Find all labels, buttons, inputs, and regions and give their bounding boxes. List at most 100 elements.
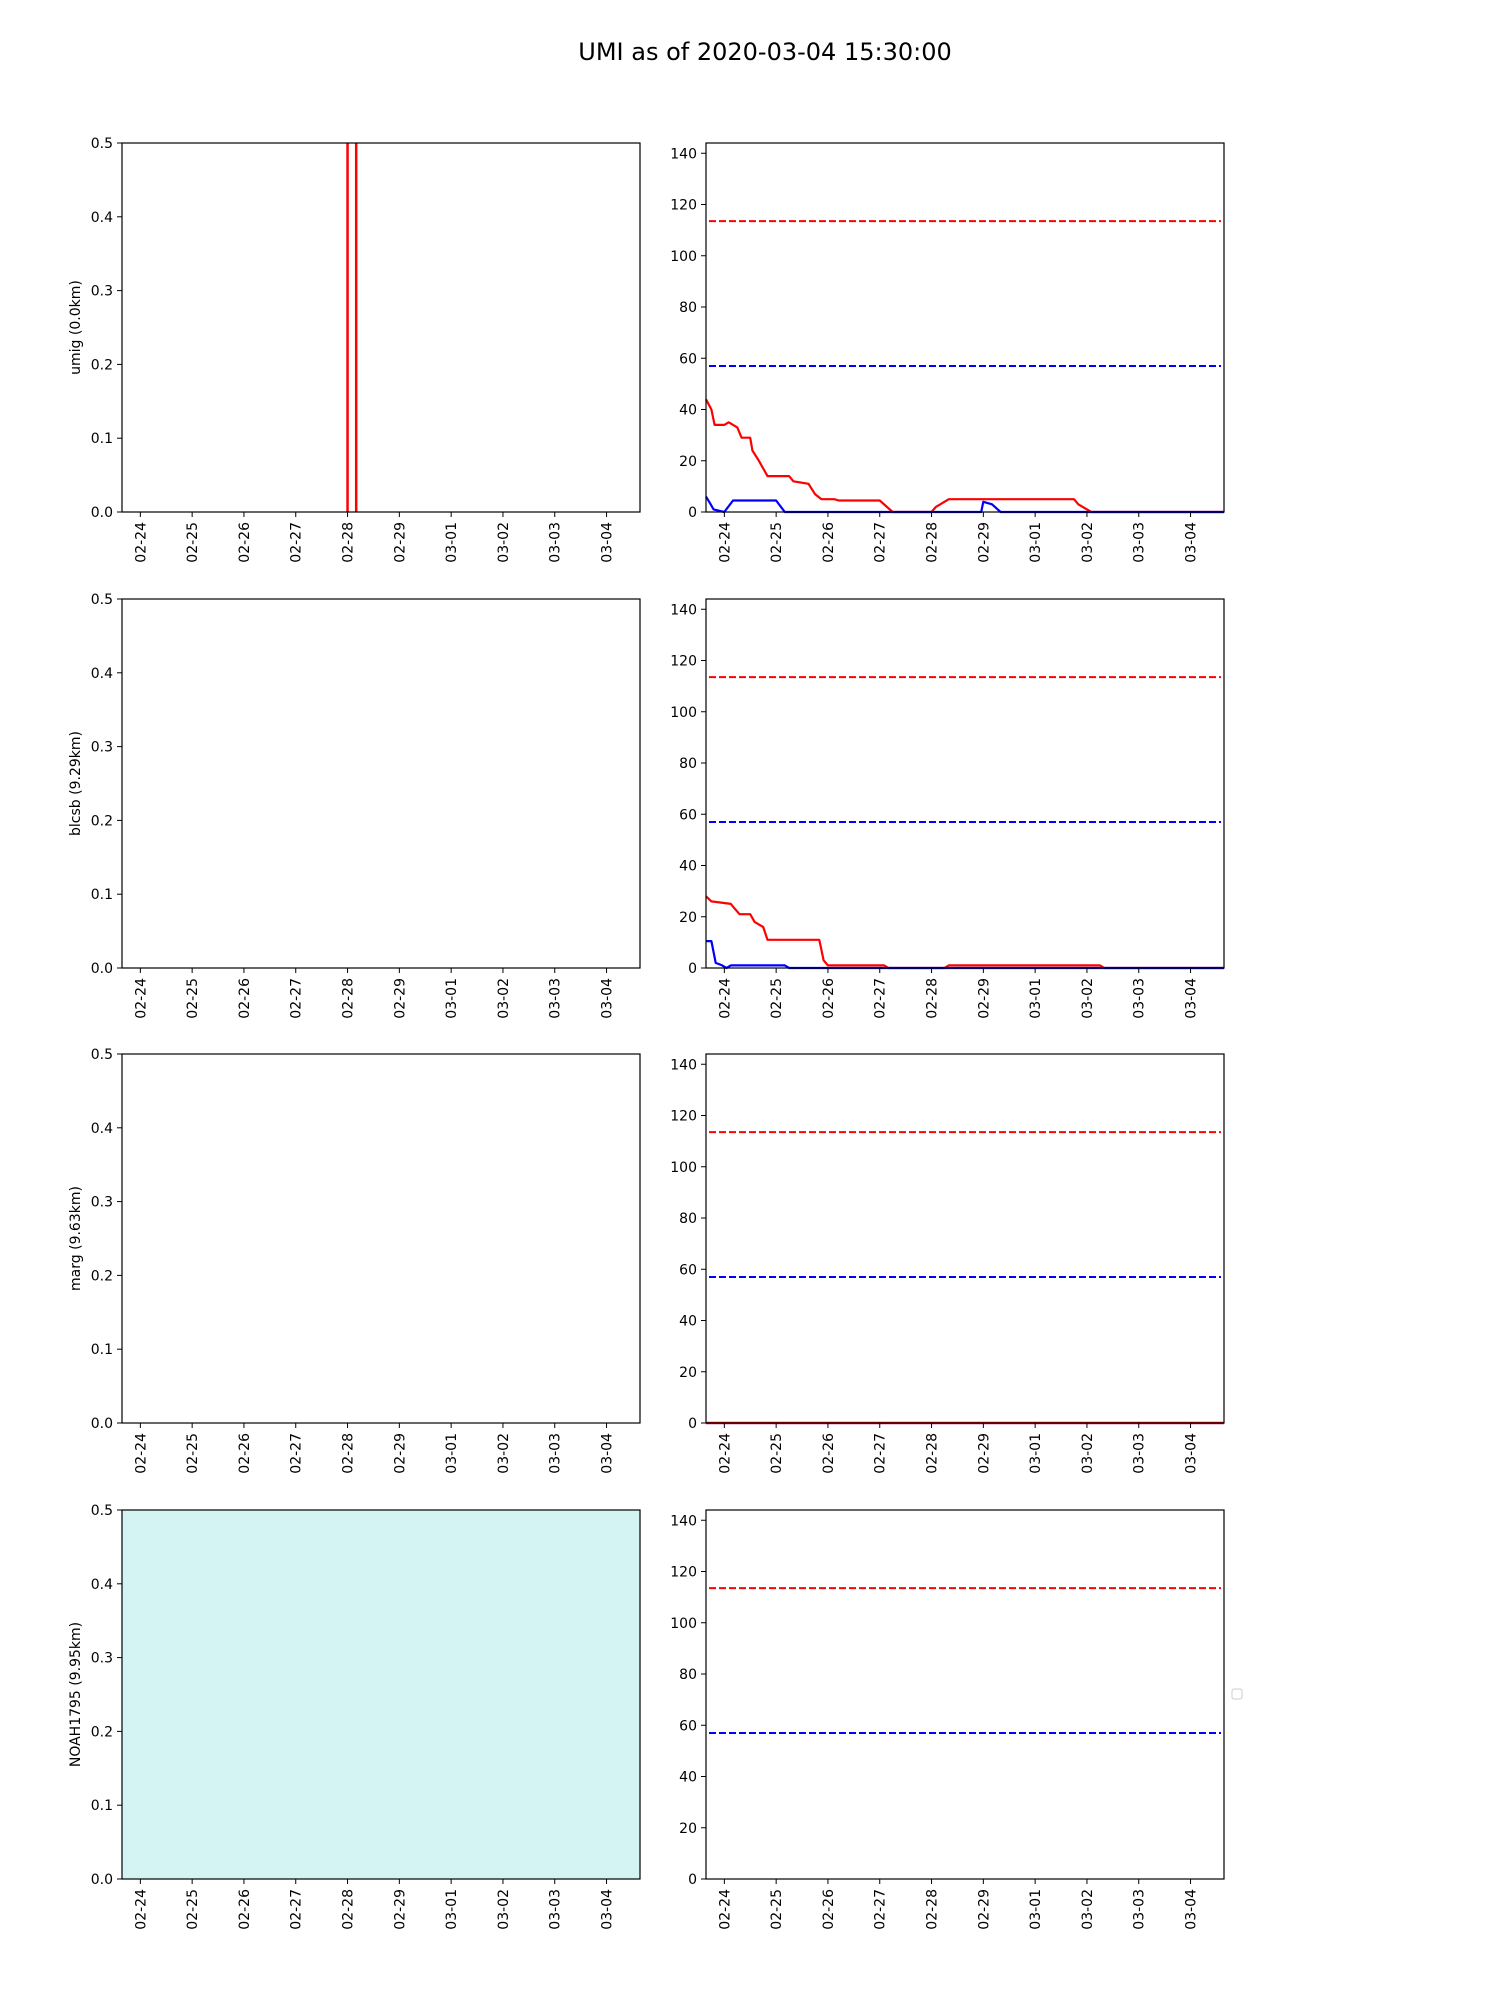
y-tick-label: 120 bbox=[670, 198, 697, 214]
y-axis-label: NOAH1795 (9.95km) bbox=[68, 1622, 84, 1767]
y-tick-label: 60 bbox=[679, 807, 697, 823]
x-tick-label: 02-26 bbox=[821, 522, 837, 563]
y-tick-label: 0.3 bbox=[91, 1651, 113, 1667]
plot-fill bbox=[122, 1510, 640, 1879]
x-tick-label: 03-01 bbox=[1028, 978, 1044, 1019]
y-axis-label: umig (0.0km) bbox=[68, 280, 84, 375]
y-tick-label: 60 bbox=[679, 1262, 697, 1278]
x-tick-label: 03-04 bbox=[1184, 1433, 1200, 1474]
panels: 0.00.10.20.30.40.502-24 02-25 02-26 02-27 02… bbox=[68, 136, 1243, 1930]
x-tick-label: 03-02 bbox=[496, 1889, 512, 1930]
x-tick-label: 03-02 bbox=[496, 1433, 512, 1474]
subplot-7: 0.0 0.1 0.2 0.3 0.4 0.5 02-24 02-25 02-26 02-27 02… bbox=[68, 1503, 641, 1930]
x-tick-label: 03-03 bbox=[548, 1889, 564, 1930]
x-tick-label: 02-26 bbox=[821, 1889, 837, 1930]
y-tick-label: 0.1 bbox=[91, 1342, 113, 1358]
x-tick-label: 02-24 bbox=[133, 978, 149, 1019]
y-tick-label: 100 bbox=[670, 1160, 697, 1176]
y-tick-label: 0.4 bbox=[91, 210, 113, 226]
y-tick-label: 0.1 bbox=[91, 887, 113, 903]
y-tick-label: 80 bbox=[679, 1211, 697, 1227]
y-tick-label: 120 bbox=[670, 1109, 697, 1125]
y-tick-label: 100 bbox=[670, 249, 697, 265]
y-tick-label: 0.4 bbox=[91, 1121, 113, 1137]
x-tick-label: 02-25 bbox=[769, 1889, 785, 1930]
plot-frame bbox=[705, 598, 1225, 969]
y-tick-label: 0.2 bbox=[91, 1268, 113, 1284]
y-tick-label: 100 bbox=[670, 705, 697, 721]
x-tick-label: 02-29 bbox=[976, 522, 992, 563]
subplot-1: 0.0 0.1 0.2 0.3 0.4 0.5 02-24 02-25 02-26 02-27 02… bbox=[68, 136, 641, 563]
y-tick-label: 0.0 bbox=[91, 1416, 113, 1432]
x-tick-label: 02-27 bbox=[873, 522, 889, 563]
y-tick-label: 0.3 bbox=[91, 740, 113, 756]
y-tick-label: 0.1 bbox=[91, 431, 113, 447]
x-tick-label: 02-29 bbox=[392, 1889, 408, 1930]
x-tick-label: 02-24 bbox=[133, 522, 149, 563]
x-tick-label: 02-29 bbox=[976, 1433, 992, 1474]
x-tick-label: 03-02 bbox=[1080, 522, 1096, 563]
subplot-6: 0 20 40 60 80 100 120 140 02-24 02-25 02-26 02-27 02… bbox=[670, 1053, 1225, 1474]
x-tick-label: 02-25 bbox=[769, 522, 785, 563]
y-tick-label: 140 bbox=[670, 1513, 697, 1529]
y-tick-label: 0.1 bbox=[91, 1798, 113, 1814]
x-tick-label: 02-26 bbox=[821, 978, 837, 1019]
x-tick-label: 03-01 bbox=[1028, 1889, 1044, 1930]
x-tick-label: 02-29 bbox=[392, 1433, 408, 1474]
x-tick-label: 03-03 bbox=[1132, 978, 1148, 1019]
y-tick-label: 0.2 bbox=[91, 1724, 113, 1740]
x-tick-label: 03-01 bbox=[1028, 522, 1044, 563]
y-tick-label: 140 bbox=[670, 1057, 697, 1073]
x-tick-label: 02-24 bbox=[717, 978, 733, 1019]
y-tick-label: 20 bbox=[679, 910, 697, 926]
y-tick-label: 140 bbox=[670, 602, 697, 618]
x-tick-label: 02-29 bbox=[392, 522, 408, 563]
x-tick-label: 03-04 bbox=[1184, 522, 1200, 563]
x-tick-label: 02-28 bbox=[925, 522, 941, 563]
y-tick-label: 40 bbox=[679, 1770, 697, 1786]
x-tick-label: 02-26 bbox=[237, 522, 253, 563]
y-tick-label: 0 bbox=[688, 961, 697, 977]
subplot-5: 0.0 0.1 0.2 0.3 0.4 0.5 02-24 02-25 02-26 02-27 02… bbox=[68, 1047, 641, 1474]
y-tick-label: 20 bbox=[679, 1821, 697, 1837]
plot-frame bbox=[121, 1509, 641, 1880]
x-tick-label: 03-03 bbox=[548, 1433, 564, 1474]
y-tick-label: 20 bbox=[679, 454, 697, 470]
x-tick-label: 02-26 bbox=[237, 1433, 253, 1474]
x-tick-label: 02-28 bbox=[925, 1433, 941, 1474]
y-tick-label: 0.3 bbox=[91, 1195, 113, 1211]
x-tick-label: 02-29 bbox=[392, 978, 408, 1019]
x-tick-label: 02-29 bbox=[976, 978, 992, 1019]
x-tick-label: 02-28 bbox=[341, 1433, 357, 1474]
x-tick-label: 03-03 bbox=[1132, 1433, 1148, 1474]
x-tick-label: 02-27 bbox=[873, 1889, 889, 1930]
x-tick-label: 03-04 bbox=[600, 1889, 616, 1930]
x-tick-label: 03-04 bbox=[600, 522, 616, 563]
x-tick-label: 02-28 bbox=[341, 522, 357, 563]
y-axis-label: blcsb (9.29km) bbox=[68, 731, 84, 836]
subplot-2: 0 20 40 60 80 100 120 140 02-24 02-25 02-26 02-27 02… bbox=[670, 142, 1225, 563]
subplot-8: 0 20 40 60 80 100 120 140 02-24 02-25 02-26 02-27 02… bbox=[670, 1509, 1243, 1930]
y-tick-label: 0.2 bbox=[91, 357, 113, 373]
subplot-3: 0.0 0.1 0.2 0.3 0.4 0.5 02-24 02-25 02-26 02-27 02… bbox=[68, 592, 641, 1019]
y-axis-label: marg (9.63km) bbox=[68, 1186, 84, 1291]
y-tick-label: 80 bbox=[679, 756, 697, 772]
y-tick-label: 80 bbox=[679, 1667, 697, 1683]
x-tick-label: 03-03 bbox=[548, 522, 564, 563]
y-tick-label: 40 bbox=[679, 859, 697, 875]
x-tick-label: 02-28 bbox=[341, 978, 357, 1019]
y-tick-label: 60 bbox=[679, 351, 697, 367]
y-tick-label: 0 bbox=[688, 1416, 697, 1432]
x-tick-label: 02-24 bbox=[717, 1433, 733, 1474]
x-tick-label: 02-28 bbox=[925, 1889, 941, 1930]
x-tick-label: 02-28 bbox=[341, 1889, 357, 1930]
x-tick-label: 02-25 bbox=[185, 978, 201, 1019]
series-line-2 bbox=[706, 939, 1224, 970]
y-tick-label: 100 bbox=[670, 1616, 697, 1632]
series-line-1 bbox=[705, 895, 1224, 970]
y-tick-label: 0.5 bbox=[91, 1503, 113, 1519]
plot-frame bbox=[121, 142, 641, 513]
x-tick-label: 02-26 bbox=[237, 978, 253, 1019]
x-tick-label: 02-26 bbox=[237, 1889, 253, 1930]
